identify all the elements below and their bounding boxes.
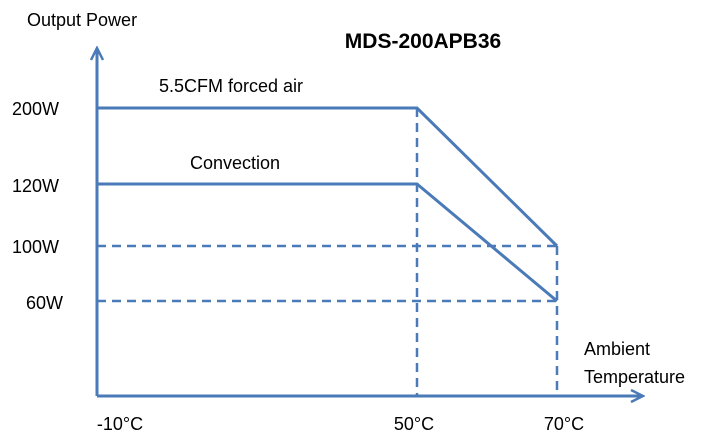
y-tick-label-100: 100W xyxy=(12,237,59,257)
chart-title: MDS-200APB36 xyxy=(345,30,501,53)
x-tick-label-minus10: -10°C xyxy=(97,414,143,434)
x-axis-label-line2: Temperature xyxy=(584,367,685,387)
series-label-forced-air: 5.5CFM forced air xyxy=(159,76,303,96)
y-tick-label-120: 120W xyxy=(12,176,59,196)
series-line-convection xyxy=(97,182,558,303)
series-line-forced-air xyxy=(97,106,559,248)
y-axis-label: Output Power xyxy=(27,10,137,30)
y-tick-label-200: 200W xyxy=(12,99,59,119)
dashed-guides xyxy=(97,108,559,396)
series-label-convection: Convection xyxy=(190,153,280,173)
x-tick-label-70: 70°C xyxy=(544,414,584,434)
series-group xyxy=(97,106,559,303)
x-axis-label-line1: Ambient xyxy=(584,339,650,359)
x-tick-label-50: 50°C xyxy=(394,414,434,434)
y-tick-label-60: 60W xyxy=(26,293,63,313)
